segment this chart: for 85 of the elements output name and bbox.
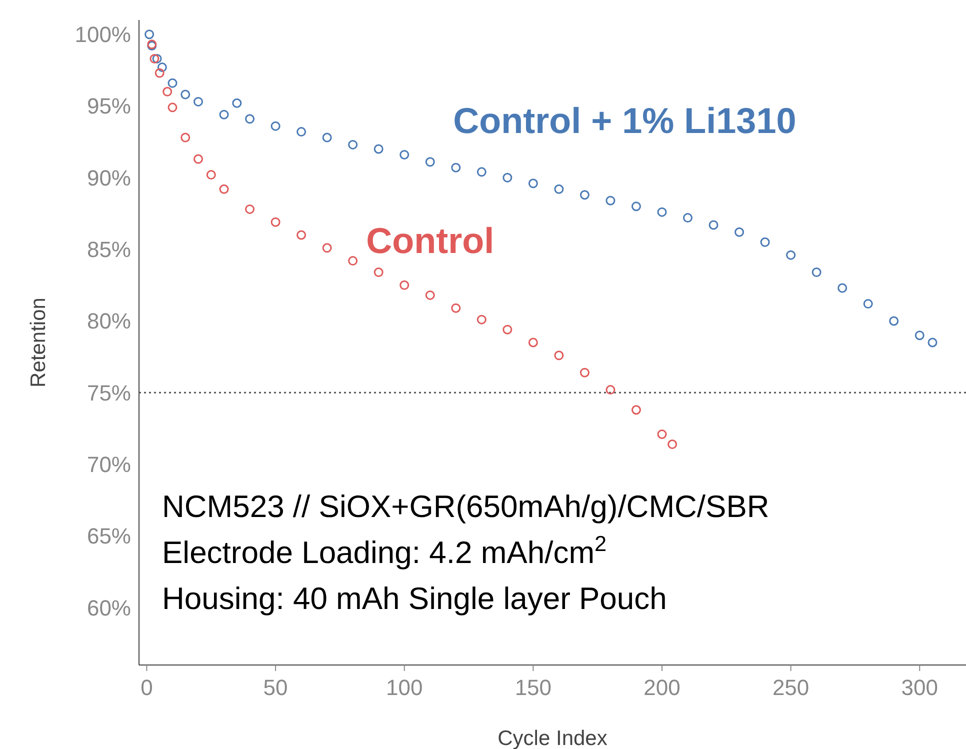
point	[760, 237, 770, 247]
point	[928, 338, 938, 348]
point	[374, 268, 384, 278]
x-tick-label: 50	[263, 675, 288, 700]
point	[631, 202, 641, 212]
y-tick-label: 70%	[86, 452, 131, 478]
point	[152, 54, 162, 64]
annotation: Housing: 40 mAh Single layer Pouch	[162, 581, 667, 616]
point	[232, 98, 242, 108]
y-tick-label: 80%	[86, 308, 131, 334]
annotation: Electrode Loading: 4.2 mAh/cm$^{2}$	[162, 530, 607, 570]
point	[296, 230, 306, 240]
point	[206, 170, 216, 180]
point	[502, 172, 512, 182]
point	[683, 213, 693, 223]
point	[168, 102, 178, 112]
point	[425, 157, 435, 167]
point	[812, 268, 822, 278]
point	[451, 303, 461, 313]
point	[528, 178, 538, 188]
point	[400, 280, 410, 290]
point	[400, 150, 410, 160]
y-tick-label: 75%	[86, 380, 131, 406]
point	[425, 290, 435, 300]
point	[631, 405, 641, 415]
x-tick-label: 300	[901, 675, 938, 700]
point	[657, 429, 667, 439]
series-label: Control + 1% Li1310	[453, 100, 796, 141]
point	[606, 196, 616, 206]
x-tick-label: 250	[772, 675, 810, 700]
point	[296, 127, 306, 137]
point	[270, 217, 280, 227]
y-tick-label: 85%	[86, 237, 131, 262]
point	[157, 62, 167, 72]
point	[219, 184, 229, 194]
x-axis-title: Cycle Index	[498, 727, 608, 749]
point	[162, 86, 172, 96]
point	[451, 162, 461, 172]
y-tick-label: 95%	[86, 94, 131, 119]
point	[580, 368, 590, 378]
point	[668, 440, 678, 450]
point	[150, 54, 160, 64]
point	[838, 283, 848, 293]
point	[554, 184, 564, 194]
series-label: Control	[366, 220, 494, 262]
point	[734, 227, 744, 237]
point	[348, 256, 358, 266]
point	[708, 220, 718, 230]
point	[502, 324, 512, 334]
point	[606, 385, 616, 395]
y-tick-label: 65%	[86, 524, 131, 549]
x-tick-label: 0	[140, 675, 153, 700]
point	[580, 190, 590, 200]
x-tick-label: 150	[514, 675, 552, 700]
point	[154, 68, 164, 78]
point	[476, 167, 486, 177]
point	[245, 114, 255, 124]
point	[528, 338, 538, 348]
point	[168, 78, 178, 88]
point	[374, 144, 384, 154]
point	[554, 350, 564, 360]
y-tick-label: 60%	[86, 595, 131, 620]
point	[657, 207, 667, 217]
point	[144, 30, 154, 40]
point	[219, 110, 229, 120]
point	[914, 330, 924, 340]
point	[348, 140, 358, 150]
point	[786, 250, 796, 260]
point	[322, 132, 332, 142]
point	[245, 204, 255, 214]
point	[889, 316, 899, 326]
y-tick-label: 90%	[86, 165, 131, 190]
point	[476, 314, 486, 324]
x-tick-label: 200	[644, 675, 680, 700]
point	[322, 243, 332, 253]
annotation: NCM523 // SiOX+GR(650mAh/g)/CMC/SBR	[162, 489, 770, 524]
point	[194, 96, 204, 106]
point	[180, 90, 190, 100]
y-tick-label: 100%	[74, 22, 131, 48]
y-axis-title: Retention	[27, 298, 50, 388]
point	[270, 121, 280, 131]
point	[180, 132, 190, 142]
point	[194, 154, 204, 164]
point	[863, 299, 873, 309]
x-tick-label: 100	[386, 675, 423, 700]
